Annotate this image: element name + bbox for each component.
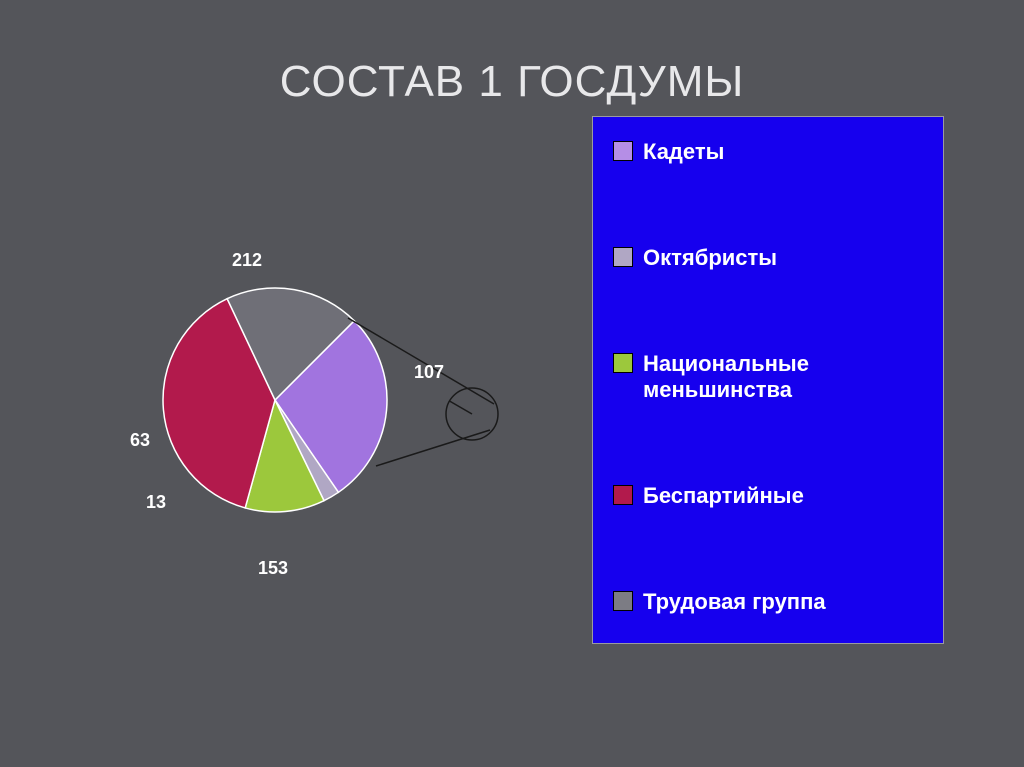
legend-item: Национальные меньшинства	[613, 351, 923, 404]
pie-value-label: 107	[414, 362, 444, 383]
pie-value-label: 153	[258, 558, 288, 579]
legend-item: Кадеты	[613, 139, 923, 165]
legend-swatch	[613, 591, 633, 611]
breakout-line	[376, 430, 490, 466]
pie-value-label: 212	[232, 250, 262, 271]
legend-label: Октябристы	[643, 245, 777, 271]
breakout-radius-line	[449, 401, 472, 414]
legend-swatch	[613, 485, 633, 505]
legend-swatch	[613, 141, 633, 161]
legend: Кадеты Октябристы Национальные меньшинства…	[592, 116, 944, 644]
legend-label: Трудовая группа	[643, 589, 826, 615]
legend-label: Беспартийные	[643, 483, 804, 509]
legend-label: Кадеты	[643, 139, 724, 165]
legend-label: Национальные меньшинства	[643, 351, 923, 404]
pie-value-label: 13	[146, 492, 166, 513]
slide: СОСТАВ 1 ГОСДУМЫ КадетыОктябристыНациона…	[0, 0, 1024, 767]
legend-swatch	[613, 247, 633, 267]
legend-swatch	[613, 353, 633, 373]
legend-item: Октябристы	[613, 245, 923, 271]
legend-item: Трудовая группа	[613, 589, 923, 615]
pie-value-label: 63	[130, 430, 150, 451]
legend-item: Беспартийные	[613, 483, 923, 509]
